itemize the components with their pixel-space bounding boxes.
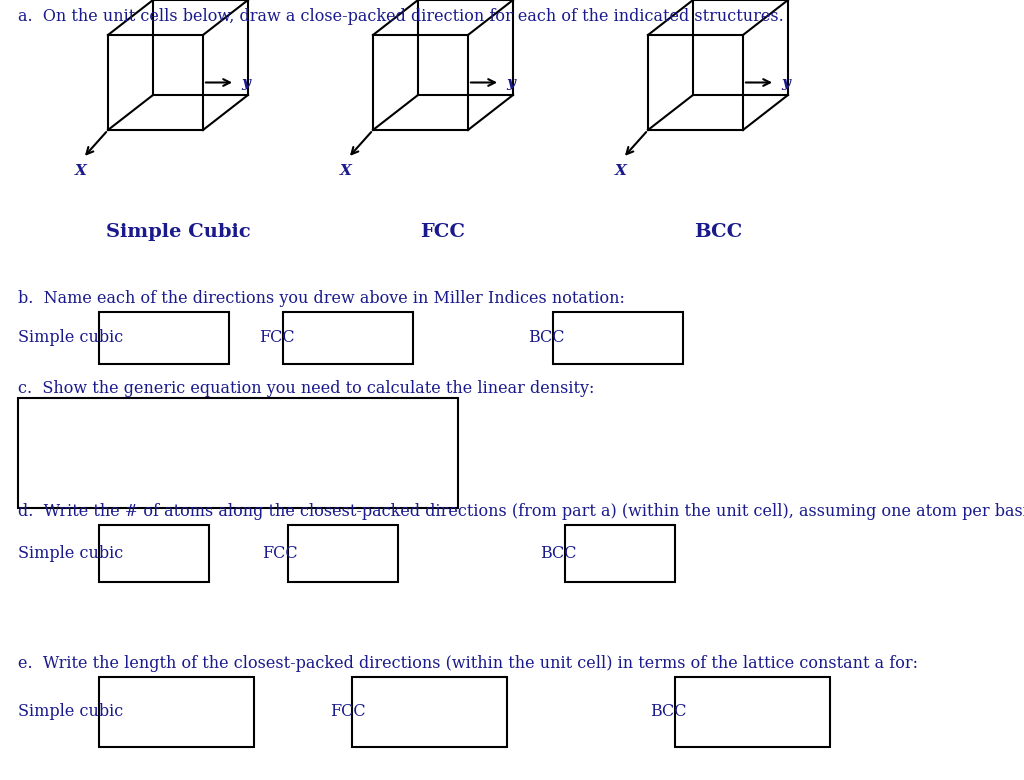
Bar: [352, 677, 507, 747]
Text: Simple cubic: Simple cubic: [18, 704, 123, 721]
Text: e.  Write the length of the closest-packed directions (within the unit cell) in : e. Write the length of the closest-packe…: [18, 655, 918, 672]
Bar: [553, 312, 683, 364]
Text: Simple Cubic: Simple Cubic: [105, 223, 251, 241]
Bar: [565, 525, 675, 582]
Text: d.  Write the # of atoms along the closest-packed directions (from part a) (with: d. Write the # of atoms along the closes…: [18, 503, 1024, 520]
Text: FCC: FCC: [262, 545, 298, 562]
Text: Simple cubic: Simple cubic: [18, 545, 123, 562]
Text: Simple cubic: Simple cubic: [18, 329, 123, 346]
Text: X: X: [340, 164, 352, 178]
Text: b.  Name each of the directions you drew above in Miller Indices notation:: b. Name each of the directions you drew …: [18, 290, 625, 307]
Text: BCC: BCC: [694, 223, 742, 241]
Bar: [99, 677, 254, 747]
Text: FCC: FCC: [421, 223, 466, 241]
Text: BCC: BCC: [540, 545, 577, 562]
Text: c.  Show the generic equation you need to calculate the linear density:: c. Show the generic equation you need to…: [18, 380, 594, 397]
Text: X: X: [615, 164, 627, 178]
Text: a.  On the unit cells below, draw a close-packed direction for each of the indic: a. On the unit cells below, draw a close…: [18, 8, 783, 25]
Text: FCC: FCC: [259, 329, 295, 346]
Bar: [99, 525, 209, 582]
Text: BCC: BCC: [650, 704, 686, 721]
Text: FCC: FCC: [330, 704, 366, 721]
Text: y: y: [241, 76, 250, 90]
Text: y: y: [506, 76, 515, 90]
Bar: [675, 677, 830, 747]
Bar: [283, 312, 413, 364]
Text: y: y: [781, 76, 790, 90]
Text: X: X: [75, 164, 87, 178]
Text: BCC: BCC: [528, 329, 564, 346]
Bar: [99, 312, 229, 364]
Bar: [18, 398, 458, 508]
Bar: [288, 525, 398, 582]
